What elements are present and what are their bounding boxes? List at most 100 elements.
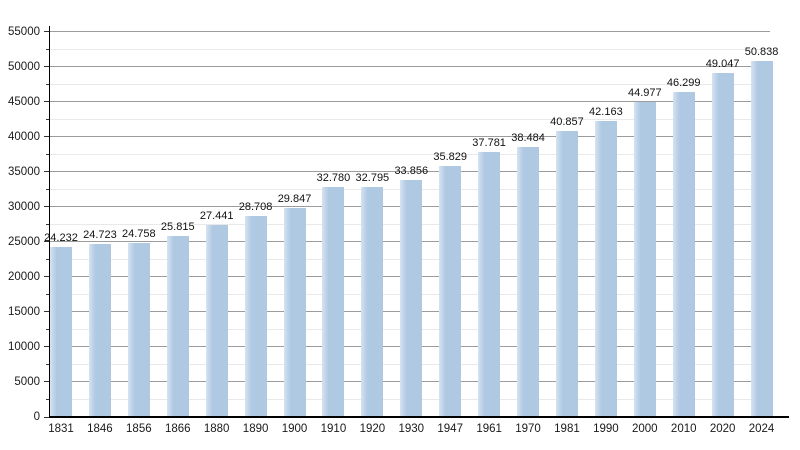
y-tick-label: 35000 [8, 165, 40, 178]
x-tick-label: 1880 [203, 423, 230, 435]
x-tick-label: 1930 [398, 423, 425, 435]
gridline-major [50, 101, 770, 103]
x-tick-label: 1981 [554, 423, 580, 435]
y-tick-major [44, 416, 50, 418]
x-tick-label: 1947 [437, 423, 463, 435]
bar-value-label: 37.781 [472, 137, 506, 150]
bar-value-label: 40.857 [550, 115, 584, 128]
gridline-minor [50, 48, 770, 50]
y-tick-label: 55000 [8, 25, 40, 38]
y-tick-minor [46, 398, 50, 400]
bar-value-label: 35.829 [433, 150, 468, 163]
x-tick-label: 1866 [164, 423, 191, 435]
x-tick-label: 2000 [632, 423, 658, 435]
x-tick-label: 1846 [87, 423, 113, 435]
x-axis-line [49, 416, 789, 418]
y-tick-label: 10000 [8, 340, 40, 353]
bar-value-label: 32.780 [316, 172, 351, 185]
bar-value-label: 46.299 [666, 77, 701, 90]
gridline-major [50, 171, 770, 173]
y-tick-minor [46, 223, 50, 225]
y-tick-label: 30000 [8, 200, 40, 213]
y-tick-label: 45000 [8, 95, 40, 108]
x-tick-label: 2020 [709, 423, 736, 435]
y-tick-major [44, 206, 50, 208]
bar-value-label: 42.163 [589, 106, 623, 119]
bar [633, 101, 656, 417]
y-axis-line [49, 26, 50, 417]
bar [205, 224, 228, 417]
y-tick-major [44, 31, 50, 32]
y-tick-minor [46, 48, 50, 50]
bar-value-label: 27.441 [199, 209, 234, 222]
x-tick-label: 1910 [320, 423, 347, 435]
x-tick-label: 1990 [593, 423, 619, 435]
bar-value-label: 33.856 [394, 164, 429, 177]
bar [88, 243, 111, 417]
bar-value-label: 24.232 [44, 232, 78, 245]
x-tick-label: 1920 [359, 423, 386, 435]
y-tick-major [44, 346, 50, 348]
y-tick-minor [46, 153, 50, 155]
y-tick-label: 20000 [8, 270, 40, 283]
gridline-minor [50, 118, 770, 120]
bar-value-label: 38.484 [511, 132, 545, 145]
y-tick-label: 0 [33, 411, 40, 423]
x-tick-label: 2010 [670, 423, 697, 435]
bar [672, 92, 695, 417]
gridline-minor [50, 153, 770, 155]
bar-value-label: 25.815 [160, 221, 195, 234]
bar-value-label: 50.838 [744, 45, 779, 58]
gridline-major [50, 66, 770, 68]
bar [555, 130, 578, 417]
bar [244, 215, 267, 417]
bar [361, 187, 384, 417]
bar [594, 121, 617, 417]
x-tick-label: 1856 [126, 423, 152, 435]
y-tick-major [44, 66, 50, 68]
y-tick-major [44, 136, 50, 138]
bar [50, 247, 72, 417]
y-tick-major [44, 101, 50, 103]
x-tick-label: 1900 [281, 423, 308, 435]
bar-value-label: 24.758 [122, 228, 156, 241]
bar [322, 187, 345, 417]
y-tick-label: 15000 [8, 305, 40, 318]
bar [711, 73, 734, 417]
y-tick-minor [46, 363, 50, 365]
y-tick-major [44, 381, 50, 383]
x-tick-label: 1961 [476, 423, 502, 435]
bar-value-label: 44.977 [627, 86, 662, 99]
x-tick-label: 2024 [748, 423, 775, 435]
y-tick-label: 40000 [8, 130, 40, 143]
y-tick-label: 50000 [8, 60, 40, 73]
y-tick-label: 25000 [8, 235, 40, 248]
bar-value-label: 28.708 [238, 200, 273, 213]
bar [750, 60, 773, 417]
y-tick-minor [46, 258, 50, 260]
gridline-major [50, 31, 770, 32]
bar [166, 236, 189, 417]
y-tick-major [44, 311, 50, 313]
y-tick-minor [46, 293, 50, 295]
gridline-minor [50, 83, 770, 85]
y-tick-minor [46, 188, 50, 190]
y-tick-label: 5000 [14, 375, 40, 388]
y-tick-minor [46, 83, 50, 85]
bar [283, 207, 306, 417]
bar-value-label: 29.847 [277, 192, 312, 205]
y-tick-major [44, 276, 50, 278]
bar [400, 179, 423, 417]
bar [127, 243, 150, 417]
bar-value-label: 24.723 [83, 228, 117, 241]
y-tick-minor [46, 118, 50, 120]
bar-value-label: 32.795 [355, 172, 390, 185]
gridline-major [50, 136, 770, 138]
bar [439, 165, 462, 417]
y-tick-minor [46, 328, 50, 330]
y-tick-major [44, 171, 50, 173]
bar [478, 152, 501, 417]
bar-value-label: 49.047 [705, 58, 740, 71]
x-tick-label: 1970 [515, 423, 541, 435]
